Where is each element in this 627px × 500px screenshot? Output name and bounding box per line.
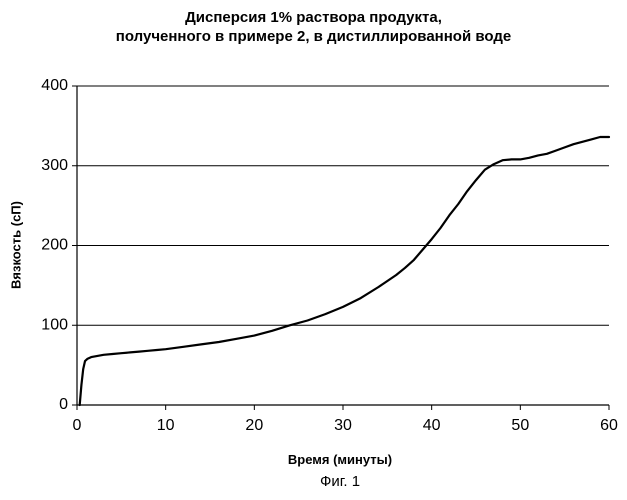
x-tick-label-60: 60: [600, 417, 618, 434]
data-point: [81, 384, 83, 386]
series-line-0: [80, 137, 609, 405]
data-point: [342, 306, 344, 308]
data-point: [449, 214, 451, 216]
data-point: [254, 335, 256, 337]
data-point: [431, 238, 433, 240]
series-group: [79, 136, 610, 406]
data-point: [466, 190, 468, 192]
data-point: [84, 360, 86, 362]
x-tick-label-30: 30: [334, 417, 352, 434]
data-point: [82, 368, 84, 370]
data-point: [564, 147, 566, 149]
data-point: [546, 153, 548, 155]
data-point: [395, 274, 397, 276]
data-point: [90, 356, 92, 358]
data-point: [484, 169, 486, 171]
data-point: [121, 352, 123, 354]
y-tick-label-100: 100: [41, 316, 68, 333]
data-point: [413, 259, 415, 261]
data-point: [502, 159, 504, 161]
data-point: [165, 348, 167, 350]
data-point: [404, 267, 406, 269]
y-tick-label-200: 200: [41, 237, 68, 254]
data-point: [360, 297, 362, 299]
data-point: [582, 141, 584, 143]
data-point: [511, 159, 513, 161]
x-tick-label-0: 0: [73, 417, 82, 434]
data-point: [218, 341, 220, 343]
data-point: [129, 352, 131, 354]
data-point: [608, 136, 610, 138]
grid-lines: [77, 86, 609, 325]
data-point: [422, 249, 424, 251]
data-point: [138, 351, 140, 353]
data-point: [112, 353, 114, 355]
data-point: [475, 179, 477, 181]
data-point: [493, 163, 495, 165]
data-point: [94, 356, 96, 358]
data-point: [573, 143, 575, 145]
x-tick-label-50: 50: [511, 417, 529, 434]
data-point: [537, 155, 539, 157]
data-point: [289, 324, 291, 326]
data-point: [528, 157, 530, 159]
x-axis-label: Время (минуты): [0, 452, 627, 467]
x-tick-label-10: 10: [157, 417, 175, 434]
data-point: [457, 203, 459, 205]
data-point: [520, 159, 522, 161]
data-point: [87, 358, 89, 360]
data-point: [555, 150, 557, 152]
tick-labels: 0 100 200 300 400 0 10 20 30 40 50 60: [41, 77, 618, 434]
data-point: [590, 139, 592, 141]
data-point: [599, 136, 601, 138]
x-tick-label-20: 20: [245, 417, 263, 434]
data-point: [200, 344, 202, 346]
x-tick-label-40: 40: [423, 417, 441, 434]
data-point: [156, 349, 158, 351]
y-tick-label-0: 0: [59, 396, 68, 413]
data-point: [183, 346, 185, 348]
data-point: [307, 320, 309, 322]
data-point: [440, 227, 442, 229]
data-point: [378, 286, 380, 288]
y-axis-label: Вязкость (сП): [9, 201, 24, 289]
data-point: [147, 350, 149, 352]
axes: [72, 86, 609, 410]
data-point: [271, 330, 273, 332]
data-point: [324, 313, 326, 315]
data-point: [79, 404, 81, 406]
figure-caption: Фиг. 1: [0, 473, 627, 490]
data-point: [103, 354, 105, 356]
data-point: [236, 338, 238, 340]
y-tick-label-400: 400: [41, 77, 68, 94]
y-tick-label-300: 300: [41, 157, 68, 174]
